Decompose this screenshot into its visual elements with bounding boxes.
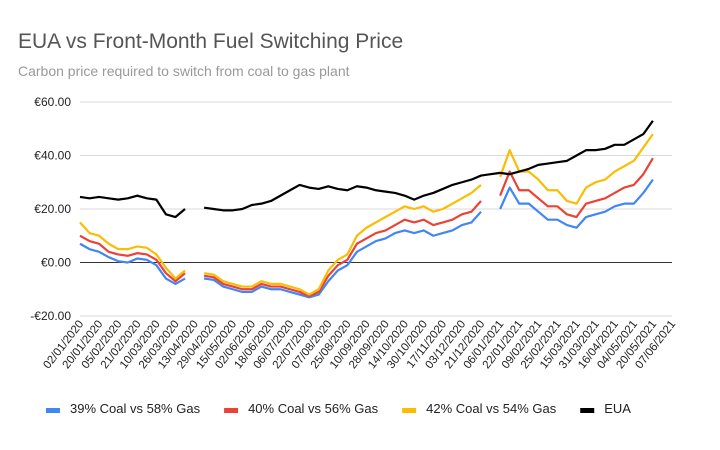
series-line <box>499 178 654 229</box>
y-tick-label: €20.00 <box>34 202 71 216</box>
chart-subtitle: Carbon price required to switch from coa… <box>18 63 350 79</box>
legend-swatch <box>402 408 417 413</box>
y-tick-label: -€20.00 <box>30 309 71 323</box>
y-tick-label: €40.00 <box>34 149 71 163</box>
legend-label: 42% Coal vs 54% Gas <box>426 401 557 416</box>
legend-swatch <box>46 408 60 413</box>
legend-swatch <box>224 408 239 413</box>
series-line <box>499 157 654 219</box>
legend-label: 39% Coal vs 58% Gas <box>70 401 201 416</box>
series-line <box>79 242 186 285</box>
series-line <box>203 184 482 296</box>
y-tick-label: €0.00 <box>41 256 71 270</box>
series-line <box>79 194 186 219</box>
series-line <box>79 221 186 280</box>
series-line <box>499 133 654 205</box>
chart-title: EUA vs Front-Month Fuel Switching Price <box>18 30 403 53</box>
series-line <box>203 210 482 299</box>
y-tick-label: €60.00 <box>34 95 71 109</box>
legend-swatch <box>580 408 595 413</box>
legend-label: 40% Coal vs 56% Gas <box>248 401 379 416</box>
series-line <box>203 200 482 298</box>
legend-label: EUA <box>604 401 631 416</box>
series-line <box>79 234 186 283</box>
series-line <box>203 120 654 212</box>
